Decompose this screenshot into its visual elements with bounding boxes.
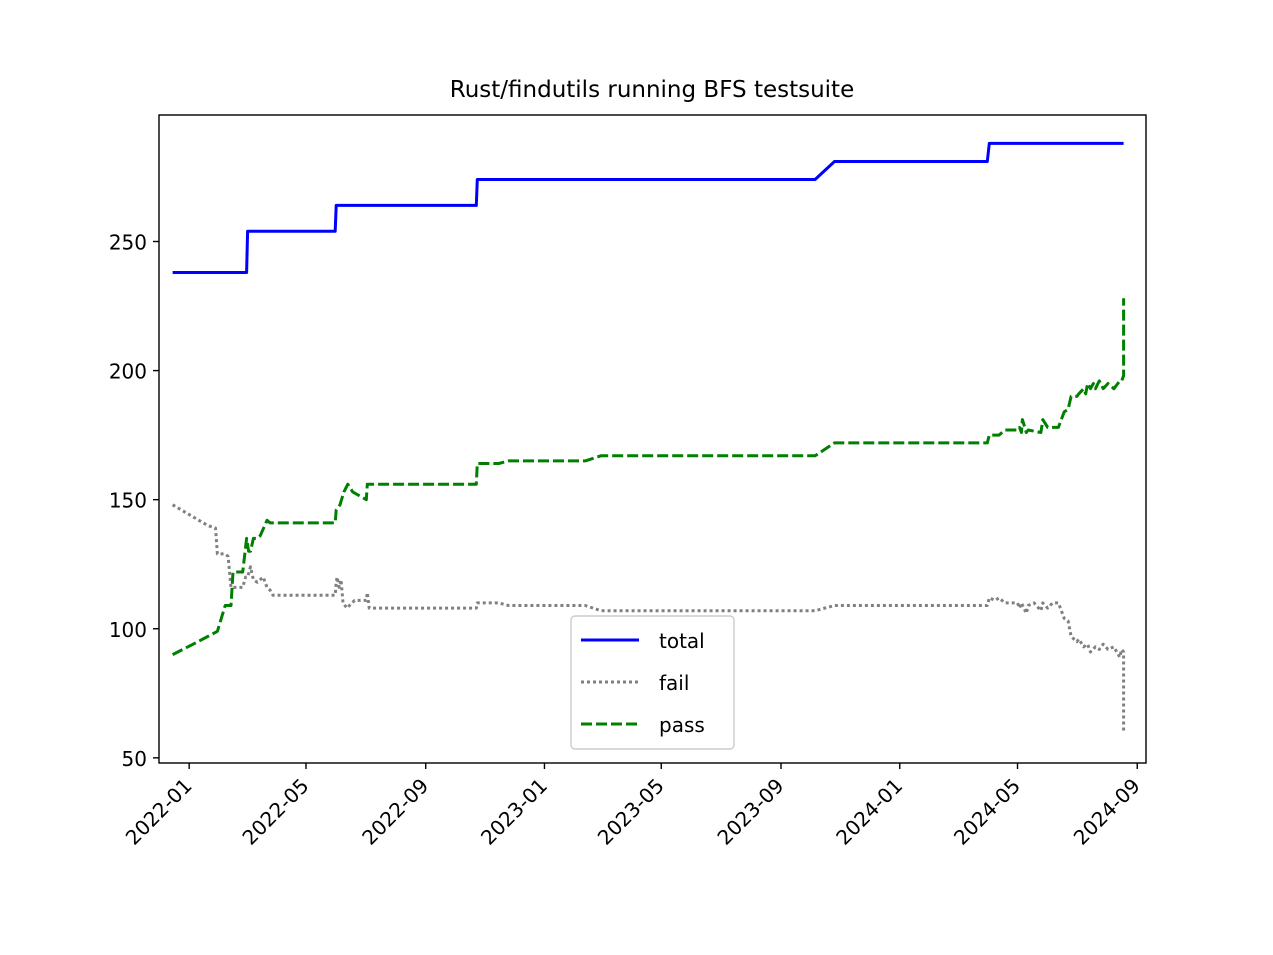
legend-box — [570, 615, 735, 750]
series-line-total — [172, 141, 1124, 274]
legend-label-total: total — [659, 629, 705, 653]
y-tick-label: 150 — [109, 489, 147, 513]
y-tick-label: 100 — [109, 618, 147, 642]
axes-frame — [158, 114, 1147, 764]
legend-label-pass: pass — [659, 713, 705, 737]
legend: total fail pass — [570, 615, 735, 750]
y-tick-label: 200 — [109, 360, 147, 384]
y-axis: 50 100 150 200 250 — [109, 231, 159, 771]
legend-label-fail: fail — [659, 671, 689, 695]
chart-title: Rust/findutils running BFS testsuite — [450, 77, 854, 103]
y-tick-label: 50 — [122, 747, 147, 771]
series-line-pass — [171, 298, 1126, 656]
y-tick-label: 250 — [109, 231, 147, 255]
plot-area — [171, 141, 1126, 732]
